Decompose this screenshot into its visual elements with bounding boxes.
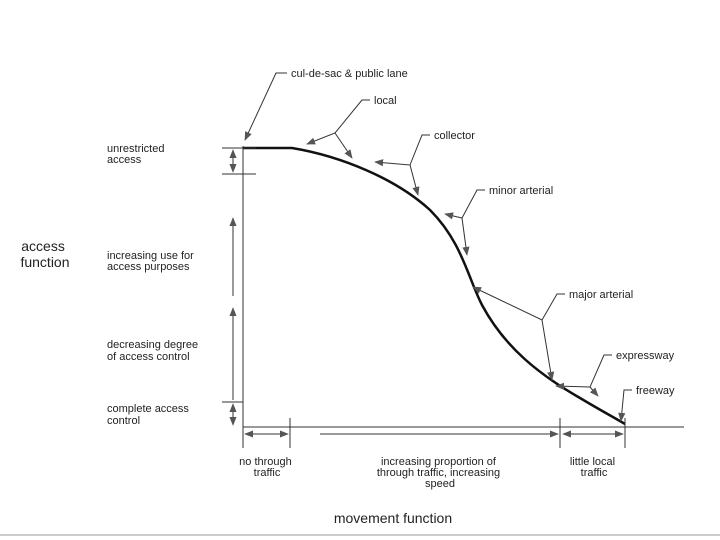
text-line: traffic [254, 467, 281, 479]
text-line: through traffic, increasing [377, 467, 500, 479]
text-line: access purposes [107, 261, 190, 273]
text-line: control [107, 415, 140, 427]
text-line: traffic [581, 467, 608, 479]
text-line: access [21, 238, 65, 254]
callout [244, 72, 287, 141]
callout-label: local [374, 95, 397, 107]
callout [374, 134, 430, 167]
text-line: no through [239, 456, 292, 468]
axis-title: access function [20, 238, 69, 270]
callout [618, 389, 632, 422]
callout [306, 99, 370, 145]
callout-label: expressway [616, 350, 675, 362]
text-line: speed [425, 478, 455, 490]
range-label: increasing use for access purposes [107, 250, 197, 273]
callout-label: minor arterial [489, 185, 553, 197]
text-line: decreasing degree [107, 339, 198, 351]
axis-title: movement function [334, 510, 452, 526]
text-line: of access control [107, 351, 190, 363]
callout-label: freeway [636, 385, 675, 397]
text-line: complete access [107, 403, 189, 415]
callout [334, 132, 353, 159]
callout [589, 386, 599, 397]
callout [461, 217, 470, 256]
range-label: increasing proportion of through traffic… [377, 456, 503, 490]
text-line: increasing proportion of [381, 456, 497, 468]
range-label: unrestricted access [107, 143, 168, 166]
range-label: complete access control [107, 403, 192, 427]
text-line: little local [570, 456, 615, 468]
text-line: function [20, 254, 69, 270]
callout [541, 319, 555, 381]
callout-label: major arterial [569, 289, 633, 301]
range-label: no through traffic [239, 456, 295, 479]
range-label: little local traffic [570, 456, 618, 479]
range-label: decreasing degree of access control [107, 339, 201, 363]
callout [444, 189, 485, 220]
callout [409, 164, 420, 196]
text-line: access [107, 154, 142, 166]
text-line: increasing use for [107, 250, 194, 262]
callout [472, 286, 565, 321]
text-line: unrestricted [107, 143, 164, 155]
callout [555, 354, 612, 390]
callout-label: collector [434, 130, 475, 142]
callout-label: cul-de-sac & public lane [291, 68, 408, 80]
